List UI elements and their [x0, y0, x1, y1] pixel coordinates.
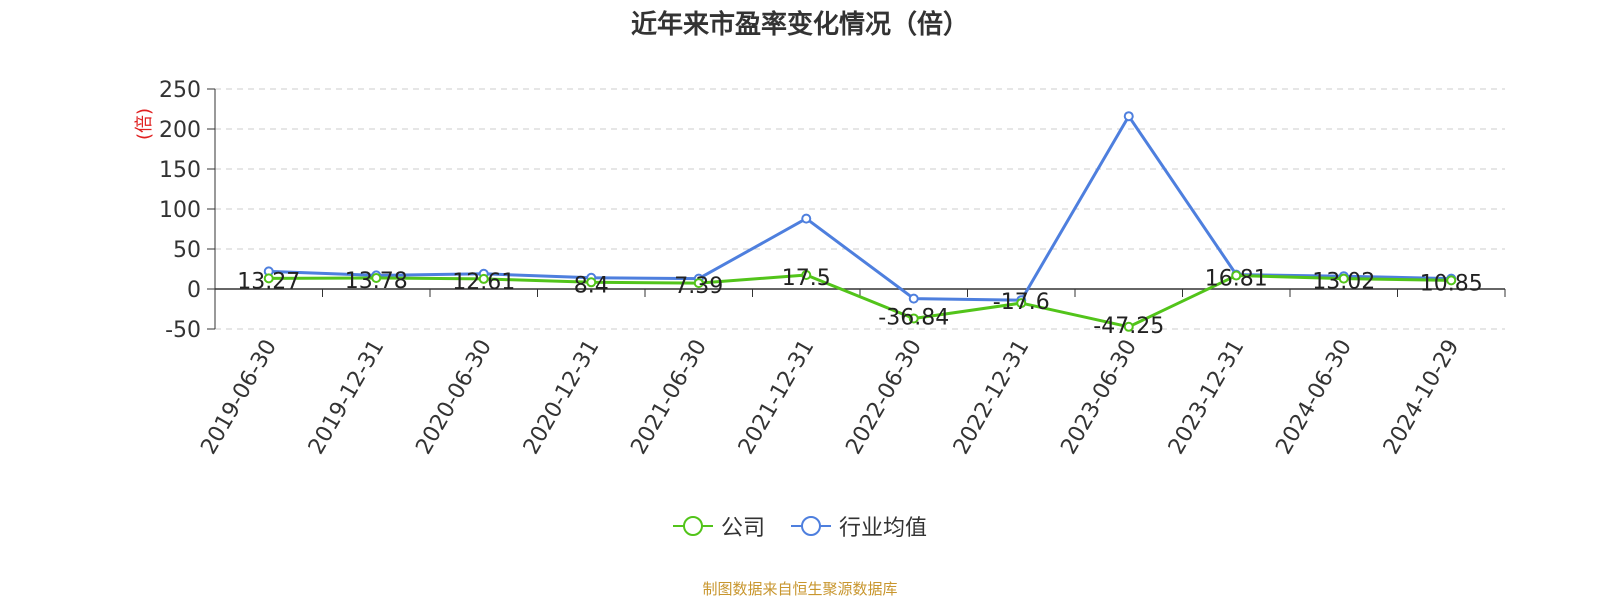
- data-point-company: [1231, 270, 1242, 281]
- data-label-company: 13.78: [345, 269, 408, 294]
- chart-title: 近年来市盈率变化情况（倍）: [630, 10, 969, 40]
- series-line-industry-average: [268, 114, 1452, 302]
- data-label-company: 10.85: [1420, 271, 1483, 296]
- data-point-company: [478, 273, 489, 284]
- legend-label-industry-average: 行业均值: [839, 516, 928, 541]
- x-tick-label: 2021-12-31: [734, 336, 820, 459]
- source-note: 制图数据来自恒生聚源数据库: [702, 580, 898, 598]
- x-tick-label: 2024-10-29: [1379, 336, 1465, 459]
- grid-lines: [215, 88, 1505, 330]
- legend-label-company: 公司: [720, 516, 765, 541]
- y-axis-title: (倍): [134, 108, 155, 140]
- data-point-industry-average: [1123, 111, 1134, 122]
- data-label-company: 7.39: [674, 274, 723, 299]
- data-label-company: 17.5: [782, 266, 831, 291]
- series-lines: [263, 111, 1457, 332]
- x-tick-label: 2019-06-30: [196, 336, 282, 459]
- y-tick-label: 150: [159, 158, 201, 183]
- data-point-industry-average: [908, 293, 919, 304]
- x-tick-label: 2022-06-30: [841, 336, 927, 459]
- x-tick-label: 2021-06-30: [626, 336, 712, 459]
- legend-item-industry-average[interactable]: 行业均值: [791, 510, 927, 542]
- legend-marker-company-icon: [672, 516, 713, 536]
- x-tick-label: 2023-06-30: [1056, 336, 1142, 459]
- series-line-company: [268, 273, 1452, 329]
- data-labels: 13.27 13.78 12.61 8.4 7.39 17.5 -36.84 -17.6 -47…: [237, 266, 1482, 339]
- data-label-company: -47.25: [1093, 314, 1164, 339]
- legend-marker-industry-icon: [791, 516, 831, 536]
- data-label-company: -17.6: [993, 290, 1050, 315]
- data-point-company: [801, 270, 812, 280]
- data-point-company: [908, 313, 919, 324]
- data-point-company: [1446, 275, 1457, 286]
- y-tick-label: 100: [159, 198, 201, 223]
- data-label-company: 13.02: [1312, 270, 1375, 295]
- y-tick-label: 0: [187, 278, 201, 303]
- data-point-company: [263, 273, 274, 284]
- data-point-industry-average: [801, 213, 812, 224]
- x-tick-label: 2024-06-30: [1271, 336, 1357, 459]
- data-point-company: [1016, 298, 1027, 309]
- data-point-company: [371, 272, 382, 283]
- legend-item-company[interactable]: 公司: [672, 510, 765, 542]
- legend: 公司 行业均值: [0, 510, 1600, 542]
- data-point-company: [586, 277, 597, 288]
- x-tick-label: 2019-12-31: [304, 336, 390, 459]
- data-label-company: 13.27: [237, 269, 300, 294]
- y-tick-label: 250: [159, 78, 201, 103]
- x-tick-label: 2020-06-30: [411, 336, 497, 459]
- y-tick-label: -50: [165, 318, 201, 343]
- data-label-company: 16.81: [1205, 267, 1268, 292]
- data-label-company: -36.84: [878, 305, 949, 330]
- data-label-company: 8.4: [574, 273, 609, 298]
- data-point-company: [693, 278, 704, 289]
- y-tick-label: 50: [173, 238, 201, 263]
- y-tick-label: 200: [159, 118, 201, 143]
- data-point-company: [1338, 273, 1349, 284]
- x-tick-label: 2020-12-31: [519, 336, 605, 459]
- x-tick-label: 2022-12-31: [949, 336, 1035, 459]
- data-label-company: 12.61: [452, 270, 515, 295]
- data-point-company: [1123, 321, 1134, 332]
- x-tick-label: 2023-12-31: [1164, 336, 1250, 459]
